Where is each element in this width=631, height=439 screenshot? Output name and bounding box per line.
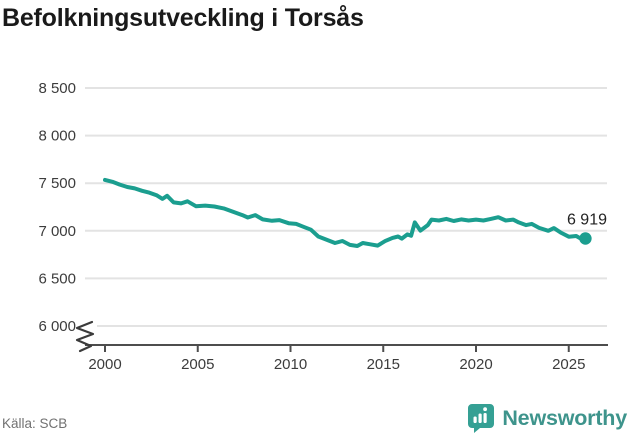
y-axis-tick-label: 7 000 <box>38 223 76 240</box>
source-label: Källa: SCB <box>2 416 68 431</box>
newsworthy-logo[interactable]: Newsworthy <box>467 403 627 433</box>
axis-break-mark <box>75 320 95 353</box>
newsworthy-logo-text: Newsworthy <box>502 405 627 430</box>
footer: Källa: SCB Newsworthy <box>0 403 631 435</box>
x-axis-tick-label: 2020 <box>459 356 492 373</box>
latest-value-marker <box>579 232 592 245</box>
population-series-line <box>103 177 588 248</box>
x-axis-tick-label: 2015 <box>367 356 400 373</box>
x-axis-tick-label: 2010 <box>274 356 307 373</box>
y-axis-tick-label: 8 000 <box>38 128 76 145</box>
newsworthy-logo-icon <box>468 404 495 433</box>
y-axis-tick-label: 8 500 <box>38 80 76 97</box>
y-axis-tick-label: 7 500 <box>38 175 76 192</box>
y-axis-tick-label: 6 500 <box>38 270 76 287</box>
latest-value-label: 6 919 <box>567 212 607 229</box>
page-title: Befolkningsutveckling i Torsås <box>2 4 364 32</box>
x-axis-tick-label: 2005 <box>181 356 214 373</box>
x-axis-tick-label: 2025 <box>552 356 585 373</box>
y-axis-tick-label: 6 000 <box>38 318 76 335</box>
x-axis-tick-label: 2000 <box>88 356 121 373</box>
